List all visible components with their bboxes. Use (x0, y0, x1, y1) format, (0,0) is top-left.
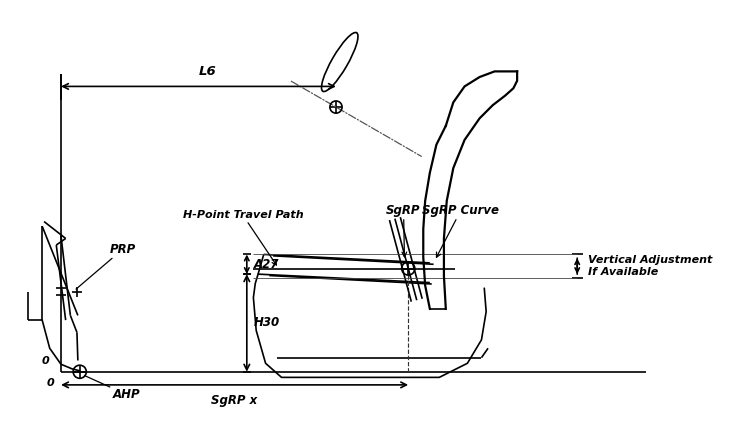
Text: L6: L6 (199, 65, 217, 78)
Text: SgRP Curve: SgRP Curve (422, 204, 499, 257)
Text: Vertical Adjustment
If Available: Vertical Adjustment If Available (589, 255, 713, 277)
Text: H30: H30 (253, 316, 280, 329)
Text: A27: A27 (253, 258, 279, 271)
Text: PRP: PRP (76, 243, 136, 289)
Text: H-Point Travel Path: H-Point Travel Path (182, 210, 303, 265)
Text: SgRP: SgRP (386, 204, 421, 257)
Text: 0: 0 (47, 378, 54, 388)
Text: 0: 0 (42, 356, 50, 366)
Text: AHP: AHP (84, 375, 141, 401)
Text: SgRP x: SgRP x (212, 394, 258, 407)
